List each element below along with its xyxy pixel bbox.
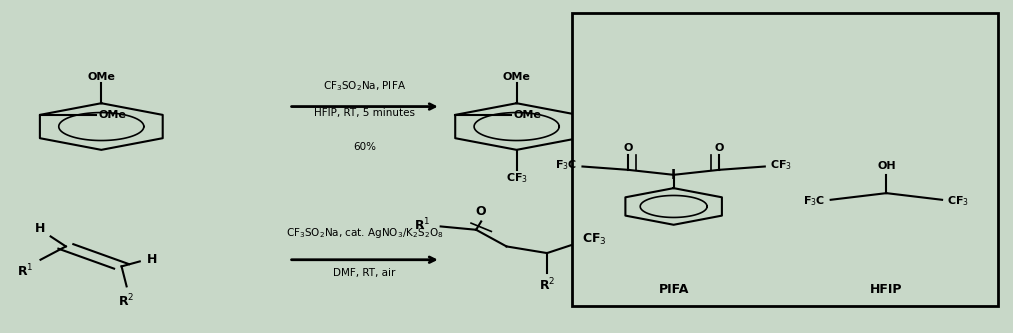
Text: R$^2$: R$^2$	[539, 276, 555, 293]
Text: O: O	[714, 143, 724, 153]
Text: F$_3$C: F$_3$C	[803, 194, 826, 208]
Text: CF$_3$SO$_2$Na, cat. AgNO$_3$/K$_2$S$_2$O$_8$: CF$_3$SO$_2$Na, cat. AgNO$_3$/K$_2$S$_2$…	[286, 226, 444, 240]
Text: OMe: OMe	[87, 72, 115, 82]
Text: CF$_3$: CF$_3$	[947, 194, 969, 208]
Text: O: O	[623, 143, 633, 153]
Text: CF$_3$: CF$_3$	[770, 158, 792, 172]
Text: O: O	[476, 205, 486, 218]
Text: OMe: OMe	[514, 110, 542, 120]
Text: F$_3$C: F$_3$C	[555, 158, 577, 172]
Text: I: I	[671, 168, 677, 182]
Text: R$^2$: R$^2$	[119, 293, 135, 310]
Text: CF$_3$SO$_2$Na, PIFA: CF$_3$SO$_2$Na, PIFA	[323, 80, 406, 94]
Text: 60%: 60%	[354, 142, 376, 152]
Text: R$^1$: R$^1$	[414, 216, 431, 233]
Text: OH: OH	[877, 162, 895, 171]
Text: HFIP: HFIP	[870, 283, 903, 296]
Text: CF$_3$: CF$_3$	[505, 171, 528, 185]
Bar	[572, 13, 998, 306]
Text: OMe: OMe	[98, 110, 127, 120]
Text: H: H	[35, 222, 46, 235]
Text: R$^1$: R$^1$	[17, 263, 33, 280]
Text: HFIP, RT, 5 minutes: HFIP, RT, 5 minutes	[314, 108, 415, 118]
Text: CF$_3$: CF$_3$	[582, 232, 607, 247]
Text: H: H	[147, 253, 157, 266]
Text: OMe: OMe	[502, 72, 531, 82]
Text: DMF, RT, air: DMF, RT, air	[333, 268, 396, 278]
Text: PIFA: PIFA	[658, 283, 689, 296]
